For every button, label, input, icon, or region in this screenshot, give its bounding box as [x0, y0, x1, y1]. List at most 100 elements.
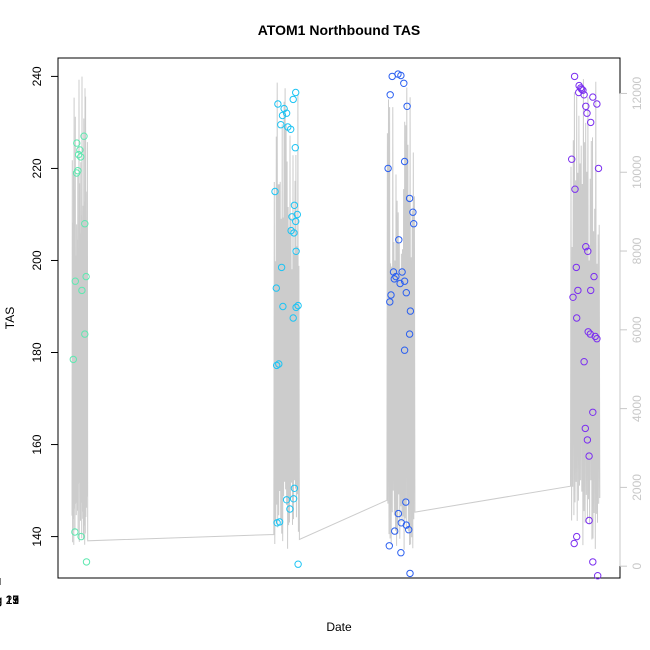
data-point [593, 335, 601, 343]
data-point [78, 286, 86, 295]
data-point [574, 286, 582, 295]
altitude-trace [71, 76, 601, 550]
data-point [402, 289, 410, 297]
data-point [406, 569, 414, 578]
data-point [583, 109, 591, 117]
x-axis-label: Date [326, 620, 352, 634]
data-point [405, 330, 414, 338]
data-point [282, 109, 291, 117]
data-point [589, 558, 597, 566]
data-point [577, 84, 585, 92]
data-point [386, 298, 394, 306]
data-point [581, 424, 589, 433]
data-point [289, 495, 298, 503]
data-point [290, 229, 298, 237]
data-point [397, 549, 405, 557]
data-point [577, 85, 586, 94]
data-point [77, 153, 85, 161]
data-point [277, 263, 286, 272]
data-point [570, 72, 579, 81]
y2-tick-label: 4000 [630, 395, 644, 422]
data-point [591, 332, 599, 341]
data-point [279, 302, 287, 311]
y2-tick-label: 10000 [630, 155, 644, 189]
data-point [594, 572, 602, 580]
data-point [71, 277, 80, 285]
data-point [289, 95, 297, 104]
data-point [573, 532, 581, 541]
data-point [289, 314, 297, 322]
y-tick-label: 160 [30, 434, 44, 454]
data-point [286, 505, 294, 513]
data-point [386, 91, 394, 99]
plot-frame-group [57, 57, 621, 579]
data-point [77, 532, 85, 541]
data-point [582, 243, 590, 251]
x-tick-label: Aug 21 [0, 593, 19, 607]
data-point [273, 519, 281, 527]
data-point [587, 118, 595, 127]
data-point [589, 408, 597, 416]
chart-title: ATOM1 Northbound TAS [258, 22, 421, 38]
plot-frame [57, 57, 621, 579]
y-tick-label: 180 [30, 342, 44, 362]
data-point [584, 328, 592, 336]
data-point [580, 358, 588, 366]
data-point [405, 526, 413, 534]
data-point [74, 150, 83, 159]
x-tick-label: Aug 17 [0, 593, 19, 607]
data-point [593, 100, 601, 108]
data-point [402, 521, 410, 529]
data-point [73, 139, 81, 147]
data-point [387, 291, 395, 299]
data-point [273, 361, 281, 370]
data-point [584, 247, 592, 256]
data-point [409, 208, 417, 216]
data-point [274, 100, 282, 108]
y2-tick-label: 0 [630, 563, 644, 570]
data-point [571, 185, 579, 193]
x-axis: Aug 13Aug 15Aug 17Aug 19Aug 21 [0, 578, 19, 607]
data-point [277, 121, 285, 129]
data-point [69, 355, 78, 364]
y-axis-left: 140 160 180 200 220 240 [30, 66, 59, 547]
data-point [400, 277, 409, 285]
data-point [385, 542, 393, 550]
data-point [384, 164, 392, 173]
data-point [589, 93, 597, 101]
data-point [81, 330, 89, 338]
data-point [287, 125, 295, 134]
data-point [594, 164, 603, 173]
data-point [400, 346, 409, 354]
data-point [568, 155, 576, 163]
data-point [294, 301, 302, 310]
data-point [570, 539, 578, 548]
data-point [71, 528, 79, 536]
data-point [272, 284, 280, 292]
data-point [403, 102, 411, 111]
x-tick-label: Aug 15 [0, 593, 19, 607]
data-point [575, 81, 583, 90]
y2-tick-label: 6000 [630, 316, 644, 343]
y-tick-label: 140 [30, 526, 44, 546]
data-point [396, 279, 404, 288]
data-point [291, 144, 299, 152]
y-axis-label: TAS [3, 307, 17, 329]
data-point [572, 263, 580, 272]
data-point [390, 275, 398, 283]
data-point [400, 79, 408, 88]
data-point [582, 102, 590, 111]
data-point [579, 86, 587, 94]
x-tick-label: Aug 19 [0, 593, 19, 607]
data-point [569, 293, 577, 301]
data-points [69, 70, 603, 580]
data-point [278, 111, 287, 120]
data-point [400, 157, 409, 166]
data-point [292, 217, 300, 226]
data-point [394, 509, 403, 518]
data-point [573, 314, 581, 322]
x-tick-label: Aug 13 [0, 593, 19, 607]
altitude-line [71, 76, 601, 550]
data-point [585, 516, 593, 525]
